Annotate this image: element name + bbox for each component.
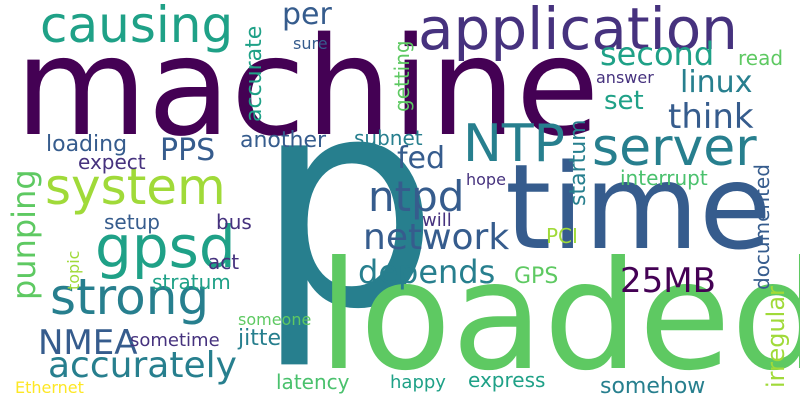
word-gpsd: gpsd bbox=[95, 213, 236, 281]
word-p: p bbox=[255, 36, 440, 373]
word-linux: linux bbox=[680, 65, 753, 100]
word-server: server bbox=[592, 118, 757, 178]
word-system: system bbox=[45, 158, 226, 216]
word-sure: sure bbox=[293, 34, 328, 53]
word-loaded: loaded bbox=[318, 230, 800, 400]
word-getting: getting bbox=[390, 40, 414, 112]
word-depends: depends bbox=[358, 253, 496, 291]
word-PPS: PPS bbox=[160, 133, 216, 168]
word-loading: loading bbox=[46, 132, 128, 157]
word-NTP: NTP bbox=[463, 114, 566, 174]
word-another: another bbox=[240, 128, 327, 153]
word-topic: topic bbox=[64, 250, 83, 290]
word-set: set bbox=[604, 86, 644, 116]
word-time: time bbox=[505, 138, 772, 276]
word-sometime: sometime bbox=[130, 330, 220, 351]
word-startum: startum bbox=[566, 119, 591, 206]
word-accurate: accurate bbox=[242, 25, 267, 122]
word-interrupt: interrupt bbox=[620, 166, 708, 190]
word-setup: setup bbox=[104, 210, 160, 234]
word-stratum: stratum bbox=[152, 270, 231, 294]
word-expect: expect bbox=[78, 150, 146, 174]
word-GPS: GPS bbox=[514, 264, 559, 289]
word-somehow: somehow bbox=[600, 374, 706, 399]
word-someone: someone bbox=[238, 310, 312, 329]
word-network: network bbox=[363, 217, 510, 258]
word-25MB: 25MB bbox=[620, 261, 716, 301]
word-subnet: subnet bbox=[354, 126, 423, 150]
word-jitter: jitter bbox=[238, 326, 291, 351]
word-Ethernet: Ethernet bbox=[15, 378, 84, 397]
word-per: per bbox=[282, 0, 332, 32]
word-punping: punping bbox=[5, 169, 43, 300]
word-documented: documented bbox=[750, 164, 774, 290]
word-machine: machine bbox=[15, 9, 600, 167]
word-happy: happy bbox=[390, 372, 446, 393]
word-latency: latency bbox=[276, 370, 350, 394]
word-bus: bus bbox=[216, 210, 252, 234]
word-think: think bbox=[668, 97, 754, 137]
word-express: express bbox=[468, 368, 546, 392]
word-answer: answer bbox=[596, 68, 654, 87]
word-PCI: PCI bbox=[546, 224, 578, 248]
word-strong: strong bbox=[50, 268, 210, 326]
word-NMEA: NMEA bbox=[38, 323, 138, 363]
word-causing: causing bbox=[40, 0, 234, 54]
word-irregular: irregular bbox=[762, 286, 790, 388]
word-second: second bbox=[600, 35, 715, 73]
word-act: act bbox=[208, 250, 240, 274]
word-read: read bbox=[738, 46, 784, 70]
word-will: will bbox=[422, 210, 452, 231]
word-fed: fed bbox=[397, 141, 446, 176]
word-accurately: accurately bbox=[48, 345, 237, 386]
word-application: application bbox=[418, 0, 738, 63]
word-hope: hope bbox=[466, 170, 506, 189]
word-ntpd: ntpd bbox=[368, 172, 465, 221]
